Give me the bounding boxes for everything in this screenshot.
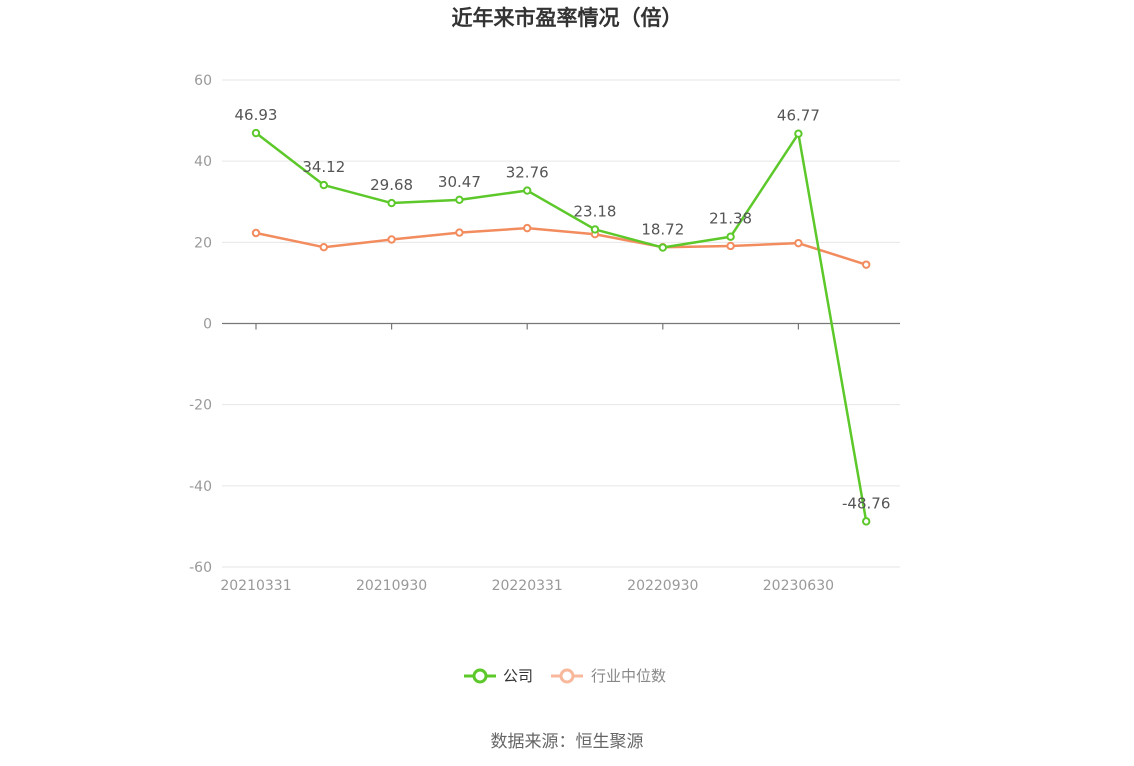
grid-lines [222,79,900,568]
company-data-point[interactable] [387,198,396,208]
company-data-label: 34.12 [302,158,345,176]
company-data-label: 32.76 [506,164,549,182]
company-data-point[interactable] [319,180,328,190]
legend-company-label: 公司 [503,667,533,685]
x-tick-label: 20210930 [356,578,427,594]
company-data-point[interactable] [455,195,464,205]
data-labels: 46.93 34.12 29.68 30.47 32.76 23.18 18.72 21.38… [235,106,891,512]
legend: 公司 行业中位数 [464,667,666,685]
y-tick-label: 60 [194,73,212,89]
y-tick-label: 20 [194,235,212,251]
series-lines [251,128,871,526]
industry-data-point[interactable] [455,228,464,237]
company-data-label: 46.93 [235,106,278,124]
company-data-label: 21.38 [709,210,752,228]
company-data-label: 30.47 [438,173,481,191]
industry-data-point[interactable] [794,238,803,248]
legend-industry-label: 行业中位数 [591,667,666,685]
y-tick-label: 40 [194,154,212,170]
x-tick-label: 20220331 [492,578,563,594]
industry-data-point[interactable] [862,260,871,269]
x-tick-label: 20220930 [627,578,698,594]
industry-data-point[interactable] [251,228,261,238]
company-data-point[interactable] [726,232,735,241]
industry-data-point[interactable] [319,243,328,252]
legend-industry-marker [559,668,575,684]
company-series-line [255,132,868,522]
data-source: 数据来源：恒生聚源 [491,732,644,752]
company-data-point[interactable] [590,225,600,234]
y-tick-label: -40 [189,479,212,495]
company-data-label: 29.68 [370,176,413,194]
y-tick-label: 0 [203,317,212,333]
industry-data-point[interactable] [387,235,396,244]
industry-data-point[interactable] [726,241,735,251]
x-tick-label: 20230630 [763,578,834,594]
y-tick-label: -60 [189,560,212,576]
axes: 60 40 20 0 -20 -40 -60 20210331 20210930 20220331… [189,73,900,594]
company-data-label: -48.76 [842,494,890,512]
legend-company-marker [472,668,488,684]
company-data-label: 46.77 [777,107,820,125]
chart-title: 近年来市盈率情况（倍） [452,6,683,30]
legend-item-industry[interactable]: 行业中位数 [551,667,666,685]
company-data-point[interactable] [862,517,871,526]
industry-data-point[interactable] [523,223,532,233]
x-tick-label: 20210331 [220,578,291,594]
company-data-label: 18.72 [641,221,684,239]
company-data-point[interactable] [794,129,803,138]
industry-series-line [255,226,867,266]
company-data-point[interactable] [658,243,667,252]
company-data-label: 23.18 [574,202,617,220]
y-tick-label: -20 [189,398,212,414]
legend-item-company[interactable]: 公司 [464,667,533,685]
company-data-point[interactable] [523,186,532,195]
company-data-point[interactable] [251,128,261,138]
